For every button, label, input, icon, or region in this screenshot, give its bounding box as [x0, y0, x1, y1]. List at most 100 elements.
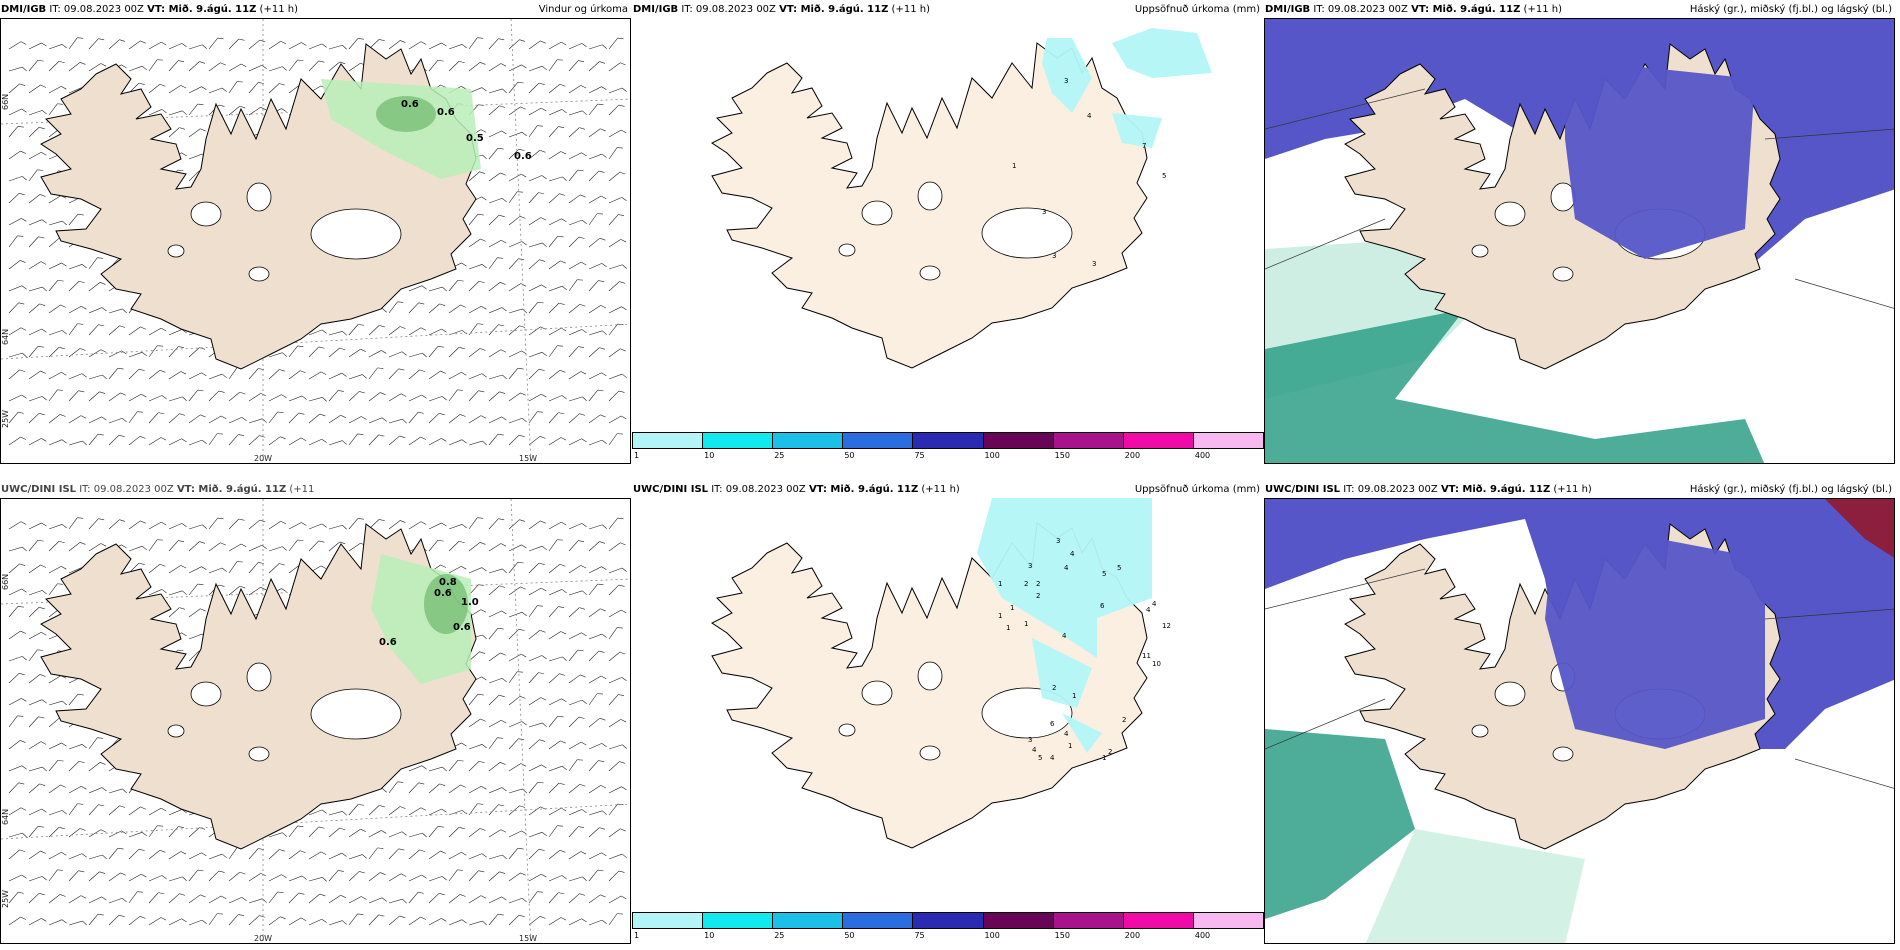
glacier: [167, 244, 185, 258]
precip-value: 1: [1102, 754, 1106, 762]
colorbar-swatch: [632, 432, 704, 449]
precip-value: 0.6: [437, 107, 455, 118]
panel-title: Uppsöfnuð úrkoma (mm): [1134, 4, 1260, 15]
colorbar-swatch: [1122, 912, 1194, 929]
precip-area: [1032, 638, 1092, 708]
precip-value: 3: [1052, 252, 1056, 260]
precip-value: 2: [1122, 716, 1126, 724]
panel-title: Háský (gr.), miðský (fj.bl.) og lágský (…: [1689, 484, 1892, 495]
glacier: [167, 724, 185, 738]
panel-header: UWC/DINI ISL IT: 09.08.2023 00Z VT: Mið.…: [1, 484, 315, 495]
panel-uwc-wind: UWC/DINI ISL IT: 09.08.2023 00Z VT: Mið.…: [0, 480, 631, 944]
glacier: [1494, 201, 1526, 227]
precip-area: [1112, 113, 1162, 148]
precip-value: 4: [1032, 746, 1037, 754]
lon-label: 15W: [519, 934, 538, 943]
colorbar-tick: 200: [1124, 931, 1141, 940]
glacier: [981, 687, 1073, 739]
colorbar-swatch: [702, 912, 774, 929]
panel-header: DMI/IGB IT: 09.08.2023 00Z VT: Mið. 9.ág…: [633, 4, 930, 15]
lat-label: 66N: [1, 573, 10, 590]
glacier: [838, 243, 856, 257]
glacier: [917, 181, 943, 211]
panel-uwc-precip: UWC/DINI ISL IT: 09.08.2023 00Z VT: Mið.…: [632, 480, 1264, 944]
precip-value: 0.5: [466, 133, 484, 144]
panel-title: Vindur og úrkoma: [538, 4, 628, 15]
colorbar-swatch: [912, 912, 984, 929]
lat-label: 64N: [1, 328, 10, 345]
glacier: [246, 182, 272, 212]
precip-value: 3: [1042, 208, 1046, 216]
colorbar-swatch: [912, 432, 984, 449]
glacier: [190, 681, 222, 707]
panel-dmi-cloud: DMI/IGB IT: 09.08.2023 00Z VT: Mið. 9.ág…: [1264, 0, 1895, 464]
precip-value: 7: [1142, 142, 1146, 150]
map-frame[interactable]: [1264, 18, 1895, 464]
panel-header: DMI/IGB IT: 09.08.2023 00Z VT: Mið. 9.ág…: [1265, 4, 1562, 15]
panel-dmi-wind: DMI/IGB IT: 09.08.2023 00Z VT: Mið. 9.ág…: [0, 0, 631, 464]
colorbar-swatch: [982, 912, 1054, 929]
precip-value: 0.6: [453, 622, 471, 633]
precip-area: [1042, 38, 1092, 113]
map-frame[interactable]: 0.6 0.6 0.5 0.6: [0, 18, 631, 464]
precip-value: 2: [1052, 684, 1056, 692]
colorbar-swatch: [842, 912, 914, 929]
map-frame[interactable]: 0.8 0.6 1.0 0.6 0.6: [0, 498, 631, 944]
precip-area: [977, 498, 1152, 658]
map-frame[interactable]: 3 3 4 4 2 2 2 1 1 1 1 1 5 5 6 4 4 12 11 10 4 2 1 6 4 3 1 2 1 2 4 5 4: [632, 498, 1263, 944]
colorbar-tick: 150: [1054, 451, 1070, 460]
precip-value: 1: [1010, 604, 1014, 612]
colorbar-tick: 10: [704, 451, 715, 460]
lat-label: 64N: [1, 808, 10, 825]
glacier: [917, 661, 943, 691]
glacier: [1552, 266, 1574, 282]
precip-value: 4: [1146, 606, 1151, 614]
colorbar-tick: 400: [1194, 931, 1211, 940]
precip-value: 1: [998, 580, 1002, 588]
precip-value: 4: [1050, 754, 1055, 762]
precip-value: 6: [1100, 602, 1105, 610]
glacier: [246, 662, 272, 692]
glacier: [838, 723, 856, 737]
colorbar-tick: 150: [1054, 931, 1070, 940]
lon-label: 15W: [519, 454, 538, 463]
colorbar-tick: 400: [1194, 451, 1211, 460]
panel-title: Háský (gr.), miðský (fj.bl.) og lágský (…: [1689, 4, 1892, 15]
colorbar-swatch: [632, 912, 704, 929]
glacier: [310, 688, 402, 740]
panel-uwc-cloud: UWC/DINI ISL IT: 09.08.2023 00Z VT: Mið.…: [1264, 480, 1895, 944]
precip-value: 4: [1087, 112, 1092, 120]
glacier: [248, 746, 270, 762]
glacier: [190, 201, 222, 227]
precip-value: 4: [1064, 730, 1069, 738]
glacier: [919, 745, 941, 761]
colorbar-tick: 25: [774, 451, 785, 460]
colorbar-swatch: [702, 432, 774, 449]
colorbar-tick: 100: [984, 931, 1000, 940]
precip-value: 3: [1056, 537, 1060, 545]
precip-value: 0.6: [514, 151, 532, 162]
colorbar-swatch: [1052, 912, 1124, 929]
precip-value: 6: [1050, 720, 1055, 728]
colorbar-swatch: [1192, 912, 1264, 929]
lon-label: 20W: [254, 454, 273, 463]
precip-value: 4: [1070, 550, 1075, 558]
map-frame[interactable]: [1264, 498, 1895, 944]
corner-label: 25W: [1, 409, 10, 428]
glacier: [1471, 724, 1489, 738]
precip-value: 4: [1152, 600, 1157, 608]
colorbar: 1 10 25 50 75 100 150 200 400: [632, 432, 1264, 464]
colorbar-tick: 50: [844, 931, 855, 940]
colorbar-tick: 200: [1124, 451, 1141, 460]
colorbar-tick: 10: [704, 931, 715, 940]
colorbar-swatch: [842, 432, 914, 449]
precip-value: 1: [1068, 742, 1072, 750]
precip-value: 5: [1038, 754, 1042, 762]
precip-value: 2: [1036, 592, 1040, 600]
precip-value: 1: [1012, 162, 1016, 170]
colorbar-tick: 75: [914, 931, 925, 940]
lat-label: 66N: [1, 93, 10, 110]
precip-value: 11: [1142, 652, 1151, 660]
